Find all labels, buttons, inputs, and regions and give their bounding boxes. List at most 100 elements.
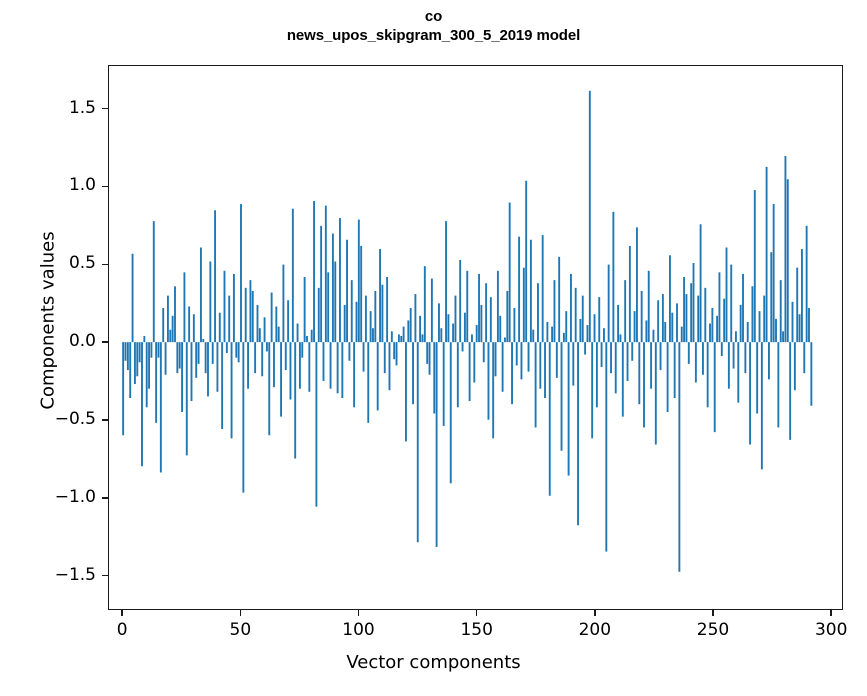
bar xyxy=(190,342,193,402)
bar xyxy=(532,329,535,343)
bar xyxy=(171,315,174,343)
bar xyxy=(511,342,513,405)
bar xyxy=(706,342,709,408)
bar xyxy=(445,221,447,343)
bar xyxy=(247,342,249,389)
bar xyxy=(341,342,344,399)
x-tick-mark xyxy=(475,610,478,616)
bar xyxy=(782,331,785,343)
bar xyxy=(143,335,146,343)
bar xyxy=(643,342,645,428)
bar xyxy=(680,326,683,343)
bar xyxy=(386,276,389,343)
bar xyxy=(390,331,393,343)
y-tick-mark xyxy=(102,419,108,421)
bar xyxy=(126,342,129,371)
bar xyxy=(322,342,325,381)
bar xyxy=(489,297,492,343)
y-tick-label: −1.5 xyxy=(54,564,96,585)
bar xyxy=(586,325,589,343)
bar xyxy=(336,342,339,394)
bar xyxy=(734,331,737,343)
bar xyxy=(294,342,297,459)
bar xyxy=(702,342,704,375)
bar xyxy=(595,342,598,408)
bar xyxy=(631,342,634,361)
bar xyxy=(298,342,301,389)
bar xyxy=(567,342,570,476)
bar xyxy=(282,264,285,343)
bar xyxy=(621,342,624,417)
bar xyxy=(131,253,134,343)
y-tick-label: 1.0 xyxy=(68,175,96,196)
bar xyxy=(628,245,631,343)
x-tick-mark xyxy=(121,610,123,616)
bar xyxy=(544,342,546,399)
chart-title-line-2: news_upos_skipgram_300_5_2019 model xyxy=(286,26,581,44)
bar xyxy=(570,273,572,343)
bar xyxy=(496,270,499,343)
bar xyxy=(699,224,702,343)
bar xyxy=(357,219,360,343)
bar xyxy=(624,280,627,343)
bar xyxy=(600,342,603,367)
bar xyxy=(188,306,191,343)
bar xyxy=(751,286,754,343)
bar xyxy=(478,273,480,343)
bar xyxy=(277,326,280,343)
bar xyxy=(789,342,792,440)
x-tick-mark xyxy=(830,610,832,616)
bar xyxy=(407,320,410,343)
bar xyxy=(683,276,686,343)
bar xyxy=(746,321,749,343)
bar xyxy=(209,261,212,343)
bar xyxy=(539,342,542,389)
bar xyxy=(379,249,381,343)
bar xyxy=(565,311,568,343)
bar xyxy=(273,342,275,388)
bar xyxy=(169,329,172,343)
bar xyxy=(435,342,438,547)
bar xyxy=(145,342,148,408)
bar xyxy=(758,311,761,343)
bar xyxy=(504,337,506,343)
y-tick-mark xyxy=(102,107,108,110)
bar xyxy=(400,335,403,343)
y-tick-mark xyxy=(102,497,108,499)
bar xyxy=(463,312,466,343)
bar xyxy=(461,342,464,352)
bar xyxy=(537,283,539,343)
bar xyxy=(122,342,125,436)
bar xyxy=(310,329,313,343)
bar xyxy=(423,266,426,343)
bar xyxy=(374,290,377,343)
bar xyxy=(562,332,565,343)
bar xyxy=(718,272,721,343)
bar xyxy=(793,342,796,391)
bar xyxy=(619,334,622,343)
bar xyxy=(303,276,306,343)
bar xyxy=(230,342,233,439)
bar xyxy=(711,308,714,343)
bar xyxy=(430,278,433,343)
bar xyxy=(306,335,308,343)
bar xyxy=(676,303,678,343)
bar xyxy=(685,294,688,343)
bar xyxy=(449,342,452,484)
bar xyxy=(268,342,271,436)
bar xyxy=(786,179,789,343)
bar xyxy=(657,300,660,343)
bar xyxy=(275,306,278,343)
bar xyxy=(181,342,184,412)
bar xyxy=(482,342,485,363)
bar xyxy=(513,308,516,343)
bar xyxy=(574,287,577,343)
y-tick-mark xyxy=(102,263,108,265)
bar xyxy=(638,342,641,405)
x-tick-mark xyxy=(357,610,360,616)
bar xyxy=(704,287,707,343)
bar xyxy=(452,323,455,343)
bar xyxy=(626,342,629,381)
y-tick-mark xyxy=(102,185,108,188)
bar xyxy=(353,342,356,408)
